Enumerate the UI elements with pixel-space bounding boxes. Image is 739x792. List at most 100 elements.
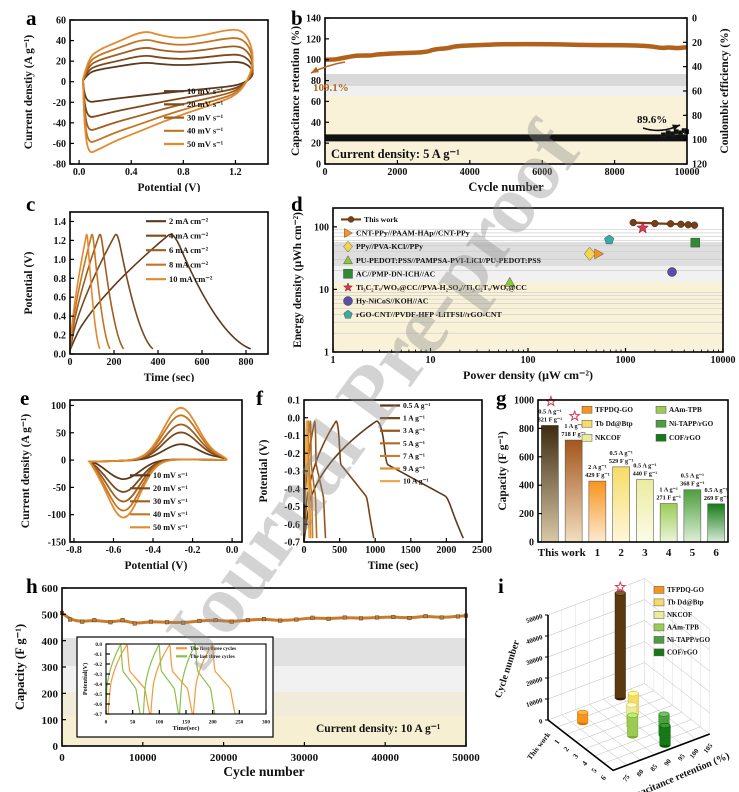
y-axis-label: Potential (V): [23, 251, 35, 314]
bar-rate-label: 2 A g⁻¹: [588, 464, 607, 471]
chart-b: 0 2000 4000 6000 8000 10000 0 20 40 60 80 100 120 140…: [290, 14, 731, 193]
x-tick-label: -0.6: [106, 545, 122, 556]
inset-cycle: [179, 644, 216, 715]
category-label: 1: [595, 547, 601, 559]
chart-a: 0.0 0.4 0.8 1.2 -80 -60 -40 -20 0 20 40 60 Potential…: [23, 16, 269, 192]
y-axis-label: Energy density (μWh cm⁻²): [292, 212, 304, 348]
legend-item: This work: [364, 215, 399, 224]
x-tick-label: 2000: [387, 167, 407, 178]
category-label: 5: [589, 766, 599, 775]
y-tick-label: -40: [53, 118, 66, 129]
legend-item: 20 mV s⁻¹: [153, 484, 188, 493]
legend-item: 50 mV s⁻¹: [153, 523, 188, 532]
panel-f-chart: 0 500 1000 1500 2000 2500 0.1 0.0 -0.1 -0.2 -0.3 -0…: [258, 396, 492, 573]
y-tick-label: 100: [314, 222, 329, 233]
legend-item: rGO-CNT//PVDF-HFP -LiTFSI//rGO-CNT: [356, 310, 503, 319]
x-tick-label: 400: [151, 357, 166, 368]
y-tick-label: 1000: [514, 396, 534, 407]
y-tick-label: -0.5: [94, 692, 103, 698]
y-axis-label: Capacitance retention (%): [290, 26, 302, 156]
panel-d: d 1 10 100 1000 10000 1 10 100 Power density (μW…: [287, 192, 739, 382]
bar-capacity-label: 429 F g⁻¹: [585, 472, 610, 479]
cv-curve: [82, 28, 254, 153]
panel-c-chart: 0 200 400 600 800 0.0 0.2 0.4 0.6 0.8 1.0 1.2 1.4 Tim…: [23, 211, 269, 382]
y-axis-label: Current density (A g⁻¹): [20, 414, 32, 529]
legend-item: 10 A g⁻¹: [403, 477, 429, 486]
x-tick-label: 0.4: [125, 167, 138, 178]
y-tick-label: 0: [529, 538, 534, 549]
legend-item: 3 A g⁻¹: [403, 426, 425, 435]
background-band: [325, 96, 687, 164]
x-tick-label: 1500: [401, 545, 421, 556]
legend-item: 8 mA cm⁻²: [169, 260, 209, 270]
category-label: 6: [599, 773, 609, 782]
y-tick-label: 1.0: [54, 255, 67, 266]
x-tick-label: 10000: [711, 355, 736, 366]
x-tick-label: 40000: [371, 752, 399, 764]
x-tick-label: 20000: [210, 752, 238, 764]
x-tick-label: 0: [105, 719, 108, 725]
inset-cycle: [107, 644, 151, 715]
y2-tick-label: 120: [692, 160, 707, 171]
y-tick-label: -0.1: [94, 652, 103, 658]
x-tick-label: 4000: [460, 167, 480, 178]
panel-i: i 0 10000 20000 30000 40000 50000 This work 1 2 3…: [482, 574, 739, 792]
legend-item: AAm-TPB: [669, 406, 702, 414]
y2-tick-label: 80: [692, 111, 702, 122]
y-tick-label: 400: [42, 636, 59, 648]
y-tick-label: 400: [519, 481, 534, 492]
z-tick-label: 50000: [525, 613, 544, 625]
bar: [541, 425, 559, 543]
bar-rate-label: 0.5 A g⁻¹: [705, 487, 728, 494]
panel-b-tag: b: [291, 6, 303, 30]
bar-capacity-label: 718 F g⁻¹: [561, 431, 586, 438]
y-tick-label: -50: [53, 483, 66, 494]
legend-item: COF/rGO: [669, 434, 701, 442]
legend-item: Hy-NiCoS//KOH//AC: [356, 297, 429, 306]
x-tick-label: 1: [331, 355, 336, 366]
y-tick-label: -0.4: [284, 484, 300, 495]
y-tick-label: -0.6: [284, 520, 300, 531]
x-tick-label: 0: [302, 545, 307, 556]
background-band: [333, 266, 723, 282]
y-tick-label: -0.5: [284, 502, 300, 513]
legend-item: TFPDQ-GO: [595, 406, 633, 414]
bar-capacity-label: 529 F g⁻¹: [609, 458, 634, 465]
category-label: 4: [580, 759, 590, 768]
legend-item: 10 mA cm⁻²: [169, 274, 213, 284]
panel-a-tag: a: [26, 6, 37, 30]
y-tick-label: 800: [519, 424, 534, 435]
gcd-curve: [303, 420, 375, 543]
panel-a-chart: 0.0 0.4 0.8 1.2 -80 -60 -40 -20 0 20 40 60 Potential…: [23, 16, 269, 192]
y-tick-label: -0.7: [94, 712, 103, 718]
y-tick-label: 0: [316, 160, 321, 171]
y-tick-label: 100: [51, 401, 66, 412]
panel-a: a 0.0 0.4 0.8 1.2 -80 -60 -40 -20 0 20 40 60 Potenti…: [18, 6, 281, 192]
x-tick-label: 50: [130, 719, 136, 725]
z-tick-label: 30000: [525, 655, 544, 667]
panel-h: h 0 10000 20000 30000 40000 50000 0 100 200 300 40…: [10, 574, 482, 792]
legend-item: 4 mA cm⁻²: [169, 231, 209, 241]
bar-3d: [614, 592, 626, 699]
x-tick-label: 0: [68, 357, 73, 368]
legend-item: 30 mV s⁻¹: [187, 112, 224, 122]
x-tick-label: 0.0: [226, 545, 239, 556]
category-label: This work: [538, 547, 587, 559]
x-tick-label: -0.4: [145, 545, 161, 556]
bar-rate-label: 0.5 A g⁻¹: [681, 473, 704, 480]
panel-e: e -0.8 -0.6 -0.4 -0.2 0.0 -150 -100 -50 0 50 100 Po…: [14, 386, 254, 574]
x-tick-label: 10000: [675, 167, 700, 178]
y2-axis-label: Coulombic efficiency (%): [719, 28, 731, 153]
y-tick-label: -0.1: [284, 431, 300, 442]
gcd-curve: [69, 233, 111, 351]
y-tick-label: -20: [53, 98, 66, 109]
x-tick-label: 200: [107, 357, 122, 368]
category-label: 4: [666, 547, 672, 559]
legend-item: Ti₃C₂Tₓ/WOₓ@CC//PVA-H₂SO₄//Ti₃C₂Tₓ/WOₓ@C…: [356, 283, 527, 292]
cv-curve: [88, 406, 228, 519]
panel-c: c 0 200 400 600 800 0.0 0.2 0.4 0.6 0.8 1.0 1.2 1.4 T…: [18, 192, 281, 382]
bar: [588, 480, 607, 543]
y2-tick-label: 0: [692, 14, 697, 25]
